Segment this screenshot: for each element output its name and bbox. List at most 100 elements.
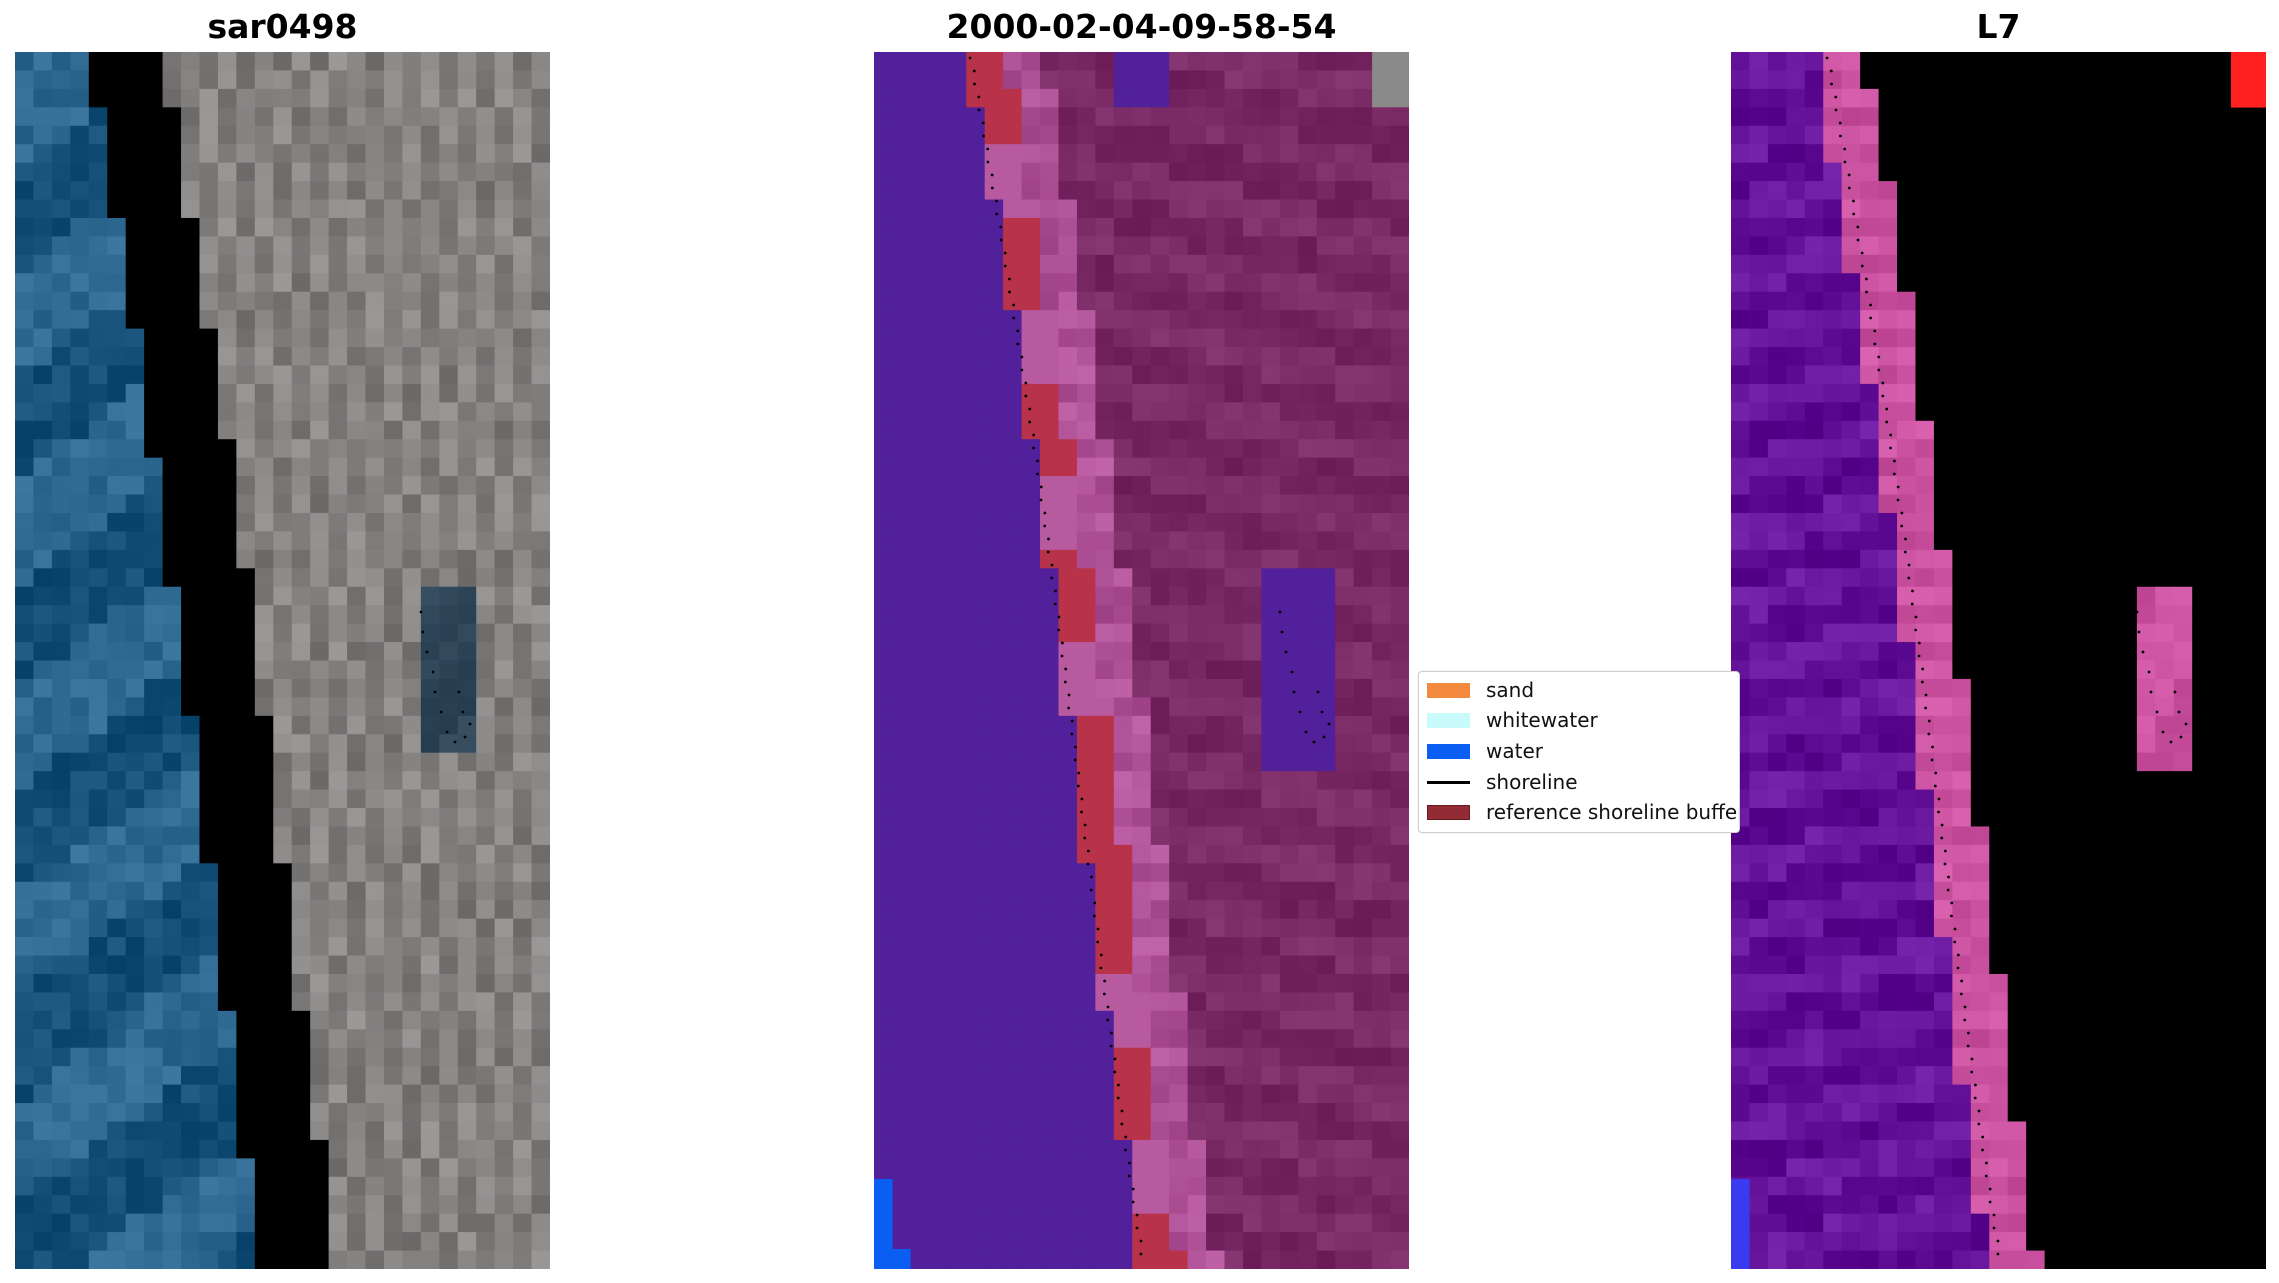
shoreline-dot: [1934, 771, 1938, 775]
shoreline-dot: [968, 56, 972, 60]
shoreline-dot: [1316, 690, 1320, 694]
shoreline-dot: [211, 719, 215, 723]
shoreline-dot: [191, 563, 195, 567]
shoreline-dot: [1060, 654, 1064, 658]
shoreline-dot: [243, 992, 247, 996]
legend-item-whitewater: whitewater: [1427, 706, 1598, 734]
shoreline-dot: [194, 602, 198, 606]
shoreline-dot: [169, 420, 173, 424]
shoreline-dot: [1298, 710, 1302, 714]
shoreline-dot: [1131, 1200, 1135, 1204]
shoreline-dots: [1825, 56, 2188, 1256]
shoreline-dot: [1077, 771, 1081, 775]
shoreline-dot: [280, 1252, 284, 1256]
shoreline-dot: [982, 134, 985, 138]
shoreline-dot: [131, 173, 135, 177]
shoreline-dot: [419, 610, 423, 614]
shoreline-dot: [981, 121, 985, 125]
legend-label-whitewater: whitewater: [1486, 708, 1598, 732]
shoreline-dot: [131, 186, 135, 190]
shoreline-dot: [1035, 472, 1039, 476]
shoreline-dot: [237, 927, 241, 931]
shoreline-dot: [1852, 199, 1855, 203]
shoreline-dot: [1016, 342, 1020, 346]
shoreline-dot: [1981, 1148, 1984, 1152]
shoreline-dot: [2149, 690, 2153, 694]
shoreline-dot: [1024, 381, 1028, 385]
shoreline-dot: [1843, 160, 1847, 164]
shoreline-dot: [122, 121, 126, 125]
shoreline-dot: [1914, 628, 1918, 632]
shoreline-dot: [268, 1174, 272, 1178]
shoreline-dot: [109, 56, 113, 60]
shoreline-dot: [1106, 1005, 1110, 1009]
shoreline-dot: [1050, 576, 1054, 580]
shoreline-dot: [990, 173, 994, 177]
shoreline-dot: [1877, 355, 1881, 359]
legend-label-reference-buffer: reference shoreline buffer: [1486, 800, 1740, 824]
shoreline-dot: [247, 1018, 251, 1022]
shoreline-dot: [1960, 979, 1964, 983]
shoreline-dot: [1900, 524, 1904, 528]
shoreline-dot: [1036, 459, 1039, 463]
shoreline-dot: [977, 108, 981, 112]
shoreline-dot: [995, 212, 999, 216]
shoreline-dot: [1907, 563, 1911, 567]
shoreline-dot: [280, 1239, 284, 1243]
shoreline-dot: [1116, 1096, 1120, 1100]
shoreline-dot: [1012, 316, 1016, 320]
shoreline-dot: [1083, 823, 1087, 827]
shoreline-dot: [457, 690, 461, 694]
shoreline-dot: [1956, 953, 1960, 957]
shoreline-dot: [218, 771, 222, 775]
shoreline-dot: [195, 589, 198, 593]
legend-item-water: water: [1427, 737, 1543, 765]
shoreline-dot: [180, 485, 184, 489]
shoreline-dot: [1943, 849, 1947, 853]
shoreline-dot: [439, 710, 443, 714]
shoreline-dot: [265, 1148, 268, 1152]
shoreline-dot: [1889, 433, 1893, 437]
whitewater-swatch: [1427, 712, 1470, 728]
shoreline-dot: [1096, 940, 1100, 944]
shoreline-dot: [1124, 1148, 1127, 1152]
shoreline-dot: [1956, 966, 1960, 970]
shoreline-dot: [1869, 303, 1872, 307]
shoreline-dot: [463, 735, 467, 739]
shoreline-dot: [144, 264, 148, 268]
panel-title-rgb: sar0498: [207, 7, 358, 46]
shoreline-dot: [221, 810, 224, 814]
shoreline-dot: [1856, 238, 1860, 242]
shoreline-dot: [1911, 589, 1914, 593]
shoreline-dot: [1089, 888, 1093, 892]
shoreline-dot: [990, 186, 994, 190]
legend-label-water: water: [1486, 739, 1543, 763]
shoreline-dot: [431, 670, 435, 674]
shoreline-dot: [224, 836, 228, 840]
shoreline-dot: [272, 1200, 276, 1204]
shoreline-dot: [1124, 1135, 1128, 1139]
shoreline-dot: [1830, 82, 1833, 86]
shoreline-dot: [433, 690, 437, 694]
shoreline-dot: [1093, 901, 1097, 905]
shoreline-dot: [1050, 563, 1054, 567]
shoreline-dot: [1927, 732, 1931, 736]
shoreline-dot: [995, 199, 998, 203]
shoreline-dot: [1873, 342, 1877, 346]
shoreline-dot: [1924, 706, 1928, 710]
shoreline-dot: [1981, 1135, 1985, 1139]
shoreline-dot: [1834, 95, 1838, 99]
shoreline-dot: [1896, 485, 1900, 489]
shoreline-dot: [261, 1122, 265, 1126]
shoreline-dot: [1327, 722, 1331, 726]
shoreline-dot: [1039, 498, 1043, 502]
shoreline-dot: [1930, 758, 1934, 762]
shoreline-dot: [268, 1161, 272, 1165]
shoreline-dot: [1877, 368, 1881, 372]
shoreline-dot: [1320, 710, 1324, 714]
shoreline-dot: [144, 251, 148, 255]
shoreline-dot: [1910, 602, 1914, 606]
shoreline-dot: [1292, 690, 1296, 694]
shoreline-dot: [1139, 1239, 1143, 1243]
shoreline-dot: [1917, 654, 1921, 658]
